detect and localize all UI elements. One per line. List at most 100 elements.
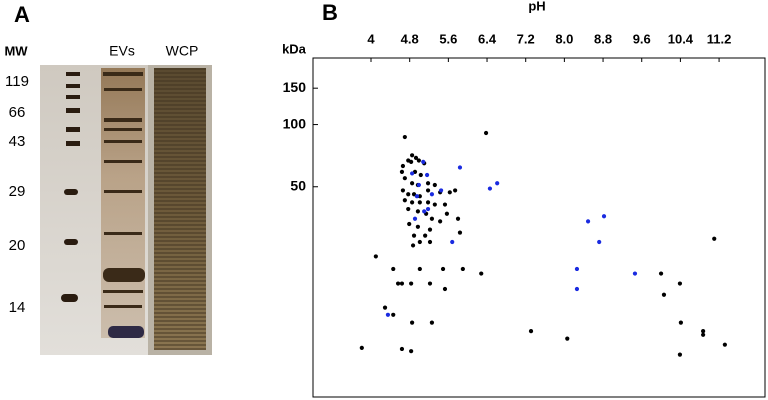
data-point xyxy=(677,281,683,286)
data-point xyxy=(661,292,667,297)
data-point xyxy=(429,320,435,325)
data-point xyxy=(409,281,414,286)
y-tick-label: 150 xyxy=(283,79,307,95)
panel-label: B xyxy=(322,0,338,25)
x-tick-label: 6.4 xyxy=(478,31,497,46)
data-point xyxy=(425,188,431,193)
data-point xyxy=(415,209,421,214)
data-point xyxy=(429,192,435,197)
data-point xyxy=(574,266,580,272)
data-point xyxy=(399,346,405,352)
data-point xyxy=(410,320,415,325)
data-point xyxy=(373,254,378,259)
data-point xyxy=(597,239,602,245)
data-point xyxy=(402,198,407,203)
data-point xyxy=(424,172,430,178)
data-point xyxy=(574,286,580,292)
mw-label: 20 xyxy=(9,237,26,254)
data-point xyxy=(416,182,421,188)
lane-label: EVs xyxy=(109,43,135,59)
data-point xyxy=(722,342,727,347)
x-tick-label: 8.0 xyxy=(555,31,573,46)
plot-frame xyxy=(312,57,766,398)
x-tick-label: 5.6 xyxy=(439,31,457,46)
data-point xyxy=(415,224,421,229)
data-point xyxy=(410,153,415,158)
data-point xyxy=(440,266,446,272)
mw-label: 29 xyxy=(9,183,26,200)
data-point xyxy=(678,320,683,325)
data-point xyxy=(406,206,411,212)
data-point xyxy=(427,227,433,232)
data-point xyxy=(416,158,421,163)
data-point xyxy=(632,271,638,276)
x-tick-label: 10.4 xyxy=(668,31,694,46)
data-point xyxy=(413,155,419,160)
data-point xyxy=(427,239,433,245)
data-point xyxy=(407,221,412,227)
data-point xyxy=(439,188,444,193)
data-point xyxy=(391,312,396,317)
lane-label: WCP xyxy=(166,43,199,59)
data-point xyxy=(400,163,406,169)
data-point xyxy=(421,159,426,164)
data-point xyxy=(399,169,405,175)
mw-label: 43 xyxy=(9,133,26,150)
mw-label: 119 xyxy=(5,73,29,90)
data-point xyxy=(483,130,489,136)
x-tick-label: 4 xyxy=(367,31,375,46)
data-point xyxy=(425,206,431,212)
data-point xyxy=(410,243,416,248)
data-point xyxy=(585,219,591,224)
data-point xyxy=(450,239,455,245)
y-axis-title: kDa xyxy=(282,41,307,56)
data-point xyxy=(422,209,427,214)
data-point xyxy=(432,202,437,207)
data-point xyxy=(427,281,433,286)
data-point xyxy=(457,230,463,235)
data-point xyxy=(410,181,415,186)
data-point xyxy=(701,332,706,337)
data-point xyxy=(442,286,448,292)
data-point xyxy=(495,181,500,186)
data-point xyxy=(444,211,450,216)
x-tick-label: 8.8 xyxy=(594,31,612,46)
data-point xyxy=(406,192,411,197)
data-point xyxy=(410,200,415,205)
y-tick-label: 50 xyxy=(290,177,306,193)
x-tick-label: 4.8 xyxy=(401,31,419,46)
data-point xyxy=(479,271,484,276)
data-point xyxy=(417,266,422,272)
data-point xyxy=(701,329,706,334)
data-point xyxy=(528,329,534,334)
data-point xyxy=(391,266,396,272)
panel-label: A xyxy=(14,2,30,27)
data-point xyxy=(423,233,428,238)
data-point xyxy=(429,216,435,221)
data-point xyxy=(601,214,607,219)
gel-image xyxy=(40,65,212,355)
data-point xyxy=(418,172,423,178)
data-point xyxy=(712,236,717,241)
data-point xyxy=(385,312,391,317)
mw-label: 14 xyxy=(9,299,26,316)
data-point xyxy=(442,202,448,207)
data-point xyxy=(411,233,417,238)
data-point xyxy=(425,181,431,186)
x-tick-label: 11.2 xyxy=(707,31,732,46)
data-point xyxy=(425,200,431,205)
data-point xyxy=(417,194,422,199)
data-point xyxy=(417,200,422,205)
data-point xyxy=(402,134,407,140)
mw-label: 66 xyxy=(9,104,26,121)
data-point xyxy=(677,352,683,357)
data-point xyxy=(382,305,388,310)
x-tick-label: 7.2 xyxy=(517,31,535,46)
data-point xyxy=(400,188,406,193)
y-tick-label: 100 xyxy=(283,115,307,131)
data-point xyxy=(487,186,493,191)
data-point xyxy=(460,266,465,272)
x-tick-label: 9.6 xyxy=(633,31,651,46)
data-point xyxy=(432,182,437,188)
